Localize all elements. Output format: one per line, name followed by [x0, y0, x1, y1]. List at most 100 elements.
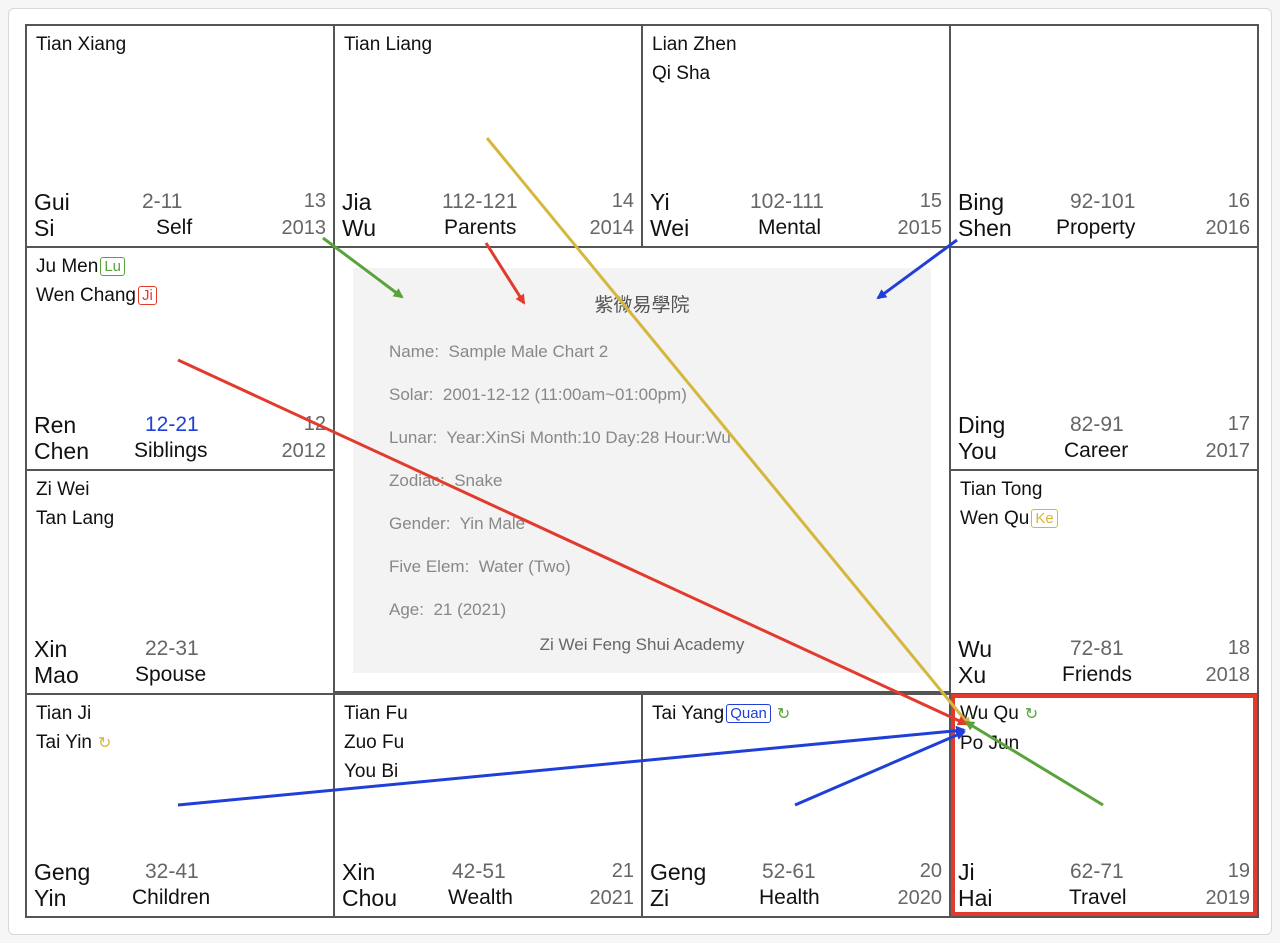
star-name: Lian Zhen	[652, 30, 737, 59]
palace-name: Career	[1064, 439, 1129, 462]
solar-label: Solar:	[389, 385, 434, 404]
star-name: Tan Lang	[36, 504, 114, 533]
star-list: Tian Liang	[344, 30, 432, 59]
annual-age-number: 15	[919, 190, 942, 212]
lunar-label: Lunar:	[389, 428, 438, 447]
decade-range: 92-101	[1070, 190, 1136, 213]
palace-wealth: Tian Fu Zuo Fu You Bi Xin Chou 42-51 Wealth 21 2…	[333, 693, 643, 918]
earthly-branch: You	[958, 438, 997, 464]
star-label: Po Jun	[960, 733, 1020, 754]
star-name: Tian Liang	[344, 30, 432, 59]
gender-value: Yin Male	[459, 514, 526, 533]
palace-name: Parents	[444, 216, 517, 239]
star-label: Tian Ji	[36, 703, 92, 724]
star-list: Tian Xiang	[36, 30, 126, 59]
star-name: Tai Yang Quan ↻	[652, 699, 790, 729]
annual-age-number: 13	[303, 190, 326, 212]
star-name: Tai Yin ↻	[36, 728, 111, 758]
star-name: You Bi	[344, 757, 408, 786]
heavenly-stem: Wu	[958, 636, 993, 662]
palace-self: Tian Xiang Gui Si 2-11 Self 13 2013	[25, 24, 335, 248]
decade-range: 82-91	[1070, 413, 1124, 436]
annual-age-number: 14	[611, 190, 634, 212]
star-name: Wu Qu ↻	[960, 699, 1038, 729]
palace-name: Self	[156, 216, 193, 239]
star-name: Zi Wei	[36, 475, 114, 504]
heavenly-stem: Xin	[34, 636, 68, 662]
earthly-branch: Shen	[958, 215, 1012, 241]
star-list: Tian Ji Tai Yin ↻	[36, 699, 111, 758]
star-label: Zi Wei	[36, 479, 90, 500]
self-transform-loop-icon: ↻	[1024, 706, 1039, 723]
star-list: Zi Wei Tan Lang	[36, 475, 114, 533]
palace-name: Mental	[758, 216, 822, 239]
heavenly-stem: Ji	[958, 859, 975, 885]
hua-lu-badge: Lu	[100, 257, 125, 276]
solar-value: 2001-12-12 (11:00am~01:00pm)	[442, 385, 687, 404]
star-list: Lian Zhen Qi Sha	[652, 30, 737, 88]
heavenly-stem: Bing	[958, 189, 1005, 215]
earthly-branch: Si	[34, 215, 55, 241]
star-name: Po Jun	[960, 729, 1038, 758]
name-row: Name: Sample Male Chart 2	[389, 342, 608, 362]
earthly-branch: Mao	[34, 662, 79, 688]
palace-name: Travel	[1069, 886, 1127, 909]
academy-footer: Zi Wei Feng Shui Academy	[539, 635, 745, 654]
annual-age-number: 21	[611, 860, 634, 882]
earthly-branch: Zi	[650, 885, 670, 911]
palace-siblings: Ju Men Lu Wen Chang Ji Ren Chen 12-21 Siblings 1…	[25, 246, 335, 471]
annual-age-number: 17	[1227, 413, 1250, 435]
palace-name: Friends	[1062, 663, 1133, 686]
earthly-branch: Hai	[958, 885, 993, 911]
age-value: 21 (2021)	[433, 600, 507, 619]
star-label: Tian Xiang	[36, 34, 127, 55]
star-name: Tian Tong	[960, 475, 1058, 504]
age-label: Age:	[389, 600, 424, 619]
heavenly-stem: Geng	[650, 859, 707, 885]
palace-children: Tian Ji Tai Yin ↻ Geng Yin 32-41 Children	[25, 693, 335, 918]
heavenly-stem: Gui	[34, 189, 70, 215]
decade-range: 72-81	[1070, 637, 1124, 660]
star-label: Tai Yin	[36, 732, 92, 753]
star-name: Zuo Fu	[344, 728, 408, 757]
star-name: Tian Ji	[36, 699, 111, 728]
annual-year: 2019	[1205, 887, 1251, 909]
star-name: Ju Men Lu	[36, 252, 157, 281]
palace-name: Wealth	[448, 886, 513, 909]
palace-parents: Tian Liang Jia Wu 112-121 Parents 14 2014	[333, 24, 643, 248]
palace-name: Children	[132, 886, 211, 909]
star-label: Tan Lang	[36, 508, 115, 529]
gender-label: Gender:	[389, 514, 451, 533]
annual-year: 2012	[281, 440, 327, 462]
star-name: Qi Sha	[652, 59, 737, 88]
lunar-row: Lunar: Year:XinSi Month:10 Day:28 Hour:W…	[389, 428, 731, 448]
annual-year: 2021	[589, 887, 635, 909]
annual-age-number: 16	[1227, 190, 1250, 212]
star-list: Tian Tong Wen Qu Ke	[960, 475, 1058, 533]
info-box: 紫微易學院 Name: Sample Male Chart 2 Solar: 2…	[353, 268, 931, 673]
annual-year: 2014	[589, 217, 635, 239]
lunar-value: Year:XinSi Month:10 Day:28 Hour:Wu	[446, 428, 731, 447]
star-list: Wu Qu ↻ Po Jun	[960, 699, 1038, 758]
annual-year: 2013	[281, 217, 327, 239]
decade-range: 2-11	[142, 190, 183, 213]
heavenly-stem: Xin	[342, 859, 376, 885]
decade-range: 102-111	[750, 190, 824, 213]
annual-year: 2015	[897, 217, 943, 239]
star-label: Qi Sha	[652, 63, 711, 84]
star-list: Ju Men Lu Wen Chang Ji	[36, 252, 157, 310]
annual-year: 2020	[897, 887, 943, 909]
chart-info-panel: 紫微易學院 Name: Sample Male Chart 2 Solar: 2…	[333, 246, 951, 693]
star-name: Wen Chang Ji	[36, 281, 157, 310]
zodiac-label: Zodiac:	[389, 471, 445, 490]
academy-chinese-title: 紫微易學院	[594, 295, 690, 316]
decade-range: 12-21	[145, 413, 199, 436]
decade-range: 52-61	[762, 860, 816, 883]
earthly-branch: Yin	[34, 885, 67, 911]
palace-name: Spouse	[135, 663, 207, 686]
heavenly-stem: Geng	[34, 859, 91, 885]
star-label: Tai Yang	[652, 703, 725, 724]
annual-age-number: 19	[1227, 860, 1250, 882]
element-label: Five Elem:	[389, 557, 470, 576]
annual-age-number: 12	[303, 413, 326, 435]
